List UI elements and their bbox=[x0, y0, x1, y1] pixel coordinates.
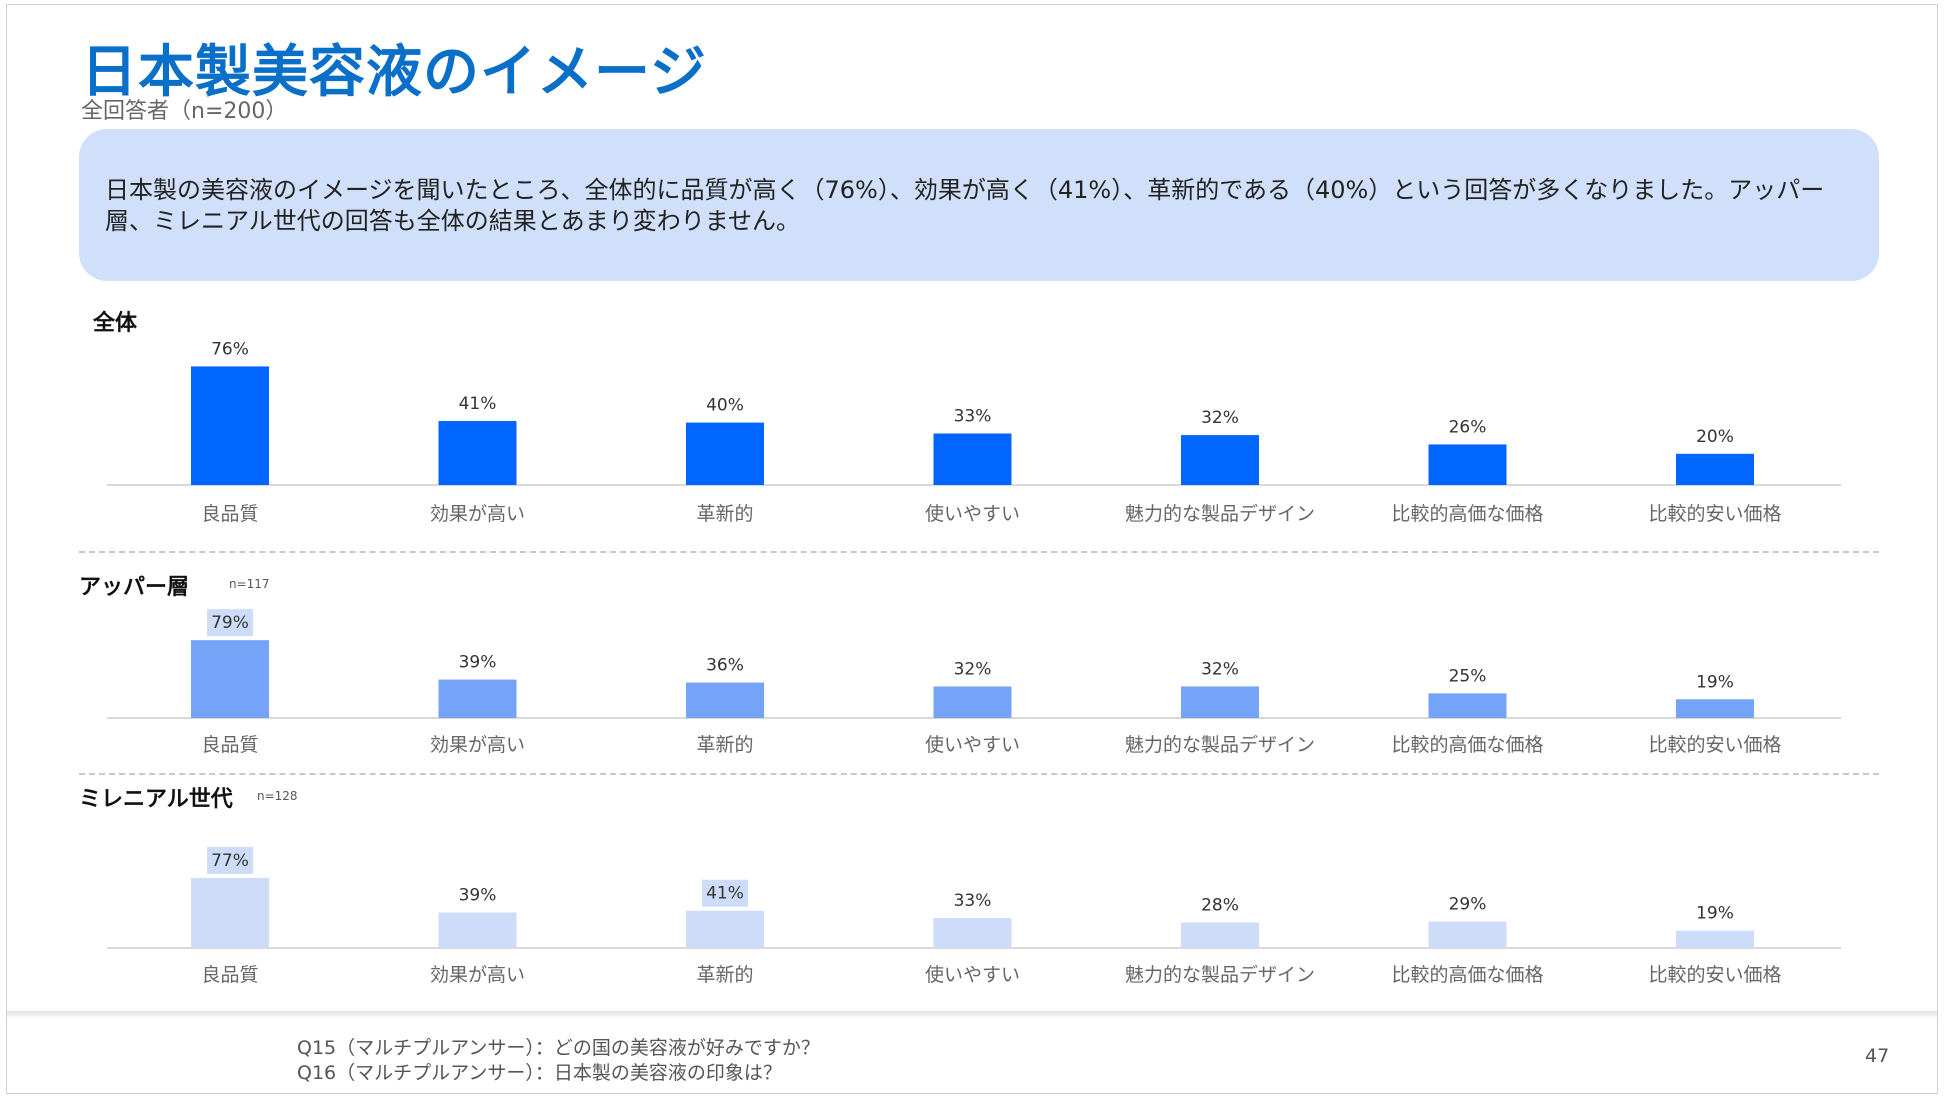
bar-upper-0 bbox=[191, 640, 269, 718]
category-label: 魅力的な製品デザイン bbox=[1125, 964, 1315, 986]
category-label: 使いやすい bbox=[925, 734, 1020, 756]
bar-upper-6 bbox=[1676, 699, 1754, 718]
bar-millennial-4 bbox=[1181, 922, 1259, 948]
category-label: 革新的 bbox=[696, 503, 753, 525]
data-label: 77% bbox=[211, 851, 249, 871]
data-label: 25% bbox=[1449, 666, 1487, 686]
bar-all-3 bbox=[933, 433, 1012, 485]
category-label: 効果が高い bbox=[430, 503, 525, 525]
bar-millennial-5 bbox=[1428, 921, 1507, 948]
bar-millennial-0 bbox=[191, 877, 269, 948]
bar-charts: 76% 良品質 41% 効果が高い 40% 革新的 33% 使いやすい 32% 魅力的な製品デザイ… bbox=[107, 339, 1841, 986]
category-label: 良品質 bbox=[201, 503, 258, 525]
data-label: 20% bbox=[1696, 427, 1734, 447]
summary-box: 日本製の美容液のイメージを聞いたところ、全体的に品質が高く（76%）、効果が高く… bbox=[79, 129, 1879, 281]
bar-millennial-1 bbox=[438, 912, 517, 948]
data-label: 26% bbox=[1449, 417, 1487, 437]
data-label: 39% bbox=[459, 886, 497, 906]
category-label: 革新的 bbox=[696, 964, 753, 986]
page-title: 日本製美容液のイメージ bbox=[81, 40, 707, 105]
data-label: 32% bbox=[1201, 659, 1239, 679]
bar-all-4 bbox=[1181, 435, 1259, 485]
summary-text: 日本製の美容液のイメージを聞いたところ、全体的に品質が高く（76%）、効果が高く… bbox=[105, 176, 1825, 235]
bar-all-1 bbox=[438, 421, 517, 485]
category-label: 使いやすい bbox=[925, 503, 1020, 525]
data-label: 41% bbox=[459, 394, 497, 414]
bar-all-6 bbox=[1676, 453, 1754, 485]
bar-upper-5 bbox=[1428, 693, 1507, 718]
bar-upper-1 bbox=[438, 679, 517, 718]
data-label: 19% bbox=[1696, 672, 1734, 692]
category-label: 比較的高価な価格 bbox=[1391, 503, 1543, 525]
data-label: 79% bbox=[211, 613, 249, 633]
bar-all-5 bbox=[1428, 444, 1507, 485]
bar-all-2 bbox=[686, 422, 764, 485]
category-label: 比較的安い価格 bbox=[1648, 734, 1781, 756]
footer-divider bbox=[7, 1011, 1937, 1019]
value-highlight bbox=[702, 879, 748, 907]
chart-n-upper: n=117 bbox=[229, 577, 270, 591]
category-label: 比較的高価な価格 bbox=[1391, 964, 1543, 986]
bar-upper-3 bbox=[933, 686, 1012, 718]
category-label: 良品質 bbox=[201, 964, 258, 986]
data-label: 41% bbox=[706, 884, 744, 904]
category-label: 良品質 bbox=[201, 734, 258, 756]
chart-title-millennial: ミレニアル世代 bbox=[79, 787, 233, 812]
footer-note-q16: Q16（マルチプルアンサー）：日本製の美容液の印象は？ bbox=[297, 1062, 782, 1084]
data-label: 29% bbox=[1449, 895, 1487, 915]
category-label: 魅力的な製品デザイン bbox=[1125, 503, 1315, 525]
category-label: 効果が高い bbox=[430, 734, 525, 756]
category-label: 革新的 bbox=[696, 734, 753, 756]
data-label: 28% bbox=[1201, 896, 1239, 916]
data-label: 33% bbox=[954, 891, 992, 911]
category-label: 比較的安い価格 bbox=[1648, 503, 1781, 525]
bar-upper-4 bbox=[1181, 686, 1259, 718]
chart-title-all: 全体 bbox=[93, 311, 138, 336]
bar-millennial-3 bbox=[933, 917, 1012, 948]
data-label: 32% bbox=[1201, 408, 1239, 428]
data-label: 39% bbox=[459, 653, 497, 673]
data-label: 76% bbox=[211, 339, 249, 359]
data-label: 40% bbox=[706, 396, 744, 416]
category-label: 比較的高価な価格 bbox=[1391, 734, 1543, 756]
value-highlight bbox=[207, 846, 253, 874]
page-subtitle: 全回答者（n=200） bbox=[81, 99, 288, 124]
data-label: 19% bbox=[1696, 904, 1734, 924]
category-label: 使いやすい bbox=[925, 964, 1020, 986]
footer-note-q15: Q15（マルチプルアンサー）：どの国の美容液が好みですか？ bbox=[297, 1037, 820, 1059]
section-divider bbox=[79, 551, 1879, 553]
bar-millennial-6 bbox=[1676, 930, 1754, 948]
page-number: 47 bbox=[1865, 1045, 1890, 1067]
slide: 日本製美容液のイメージ 全回答者（n=200） 日本製の美容液のイメージを聞いた… bbox=[6, 4, 1938, 1094]
chart-n-millennial: n=128 bbox=[257, 789, 298, 803]
section-divider bbox=[79, 773, 1879, 775]
category-label: 比較的安い価格 bbox=[1648, 964, 1781, 986]
bar-upper-2 bbox=[686, 682, 764, 718]
bar-millennial-2 bbox=[686, 910, 764, 948]
category-label: 魅力的な製品デザイン bbox=[1125, 734, 1315, 756]
data-label: 33% bbox=[954, 407, 992, 427]
data-label: 32% bbox=[954, 659, 992, 679]
bar-all-0 bbox=[191, 366, 269, 485]
chart-title-upper: アッパー層 bbox=[79, 575, 190, 600]
category-label: 効果が高い bbox=[430, 964, 525, 986]
value-highlight bbox=[207, 609, 253, 637]
data-label: 36% bbox=[706, 656, 744, 676]
